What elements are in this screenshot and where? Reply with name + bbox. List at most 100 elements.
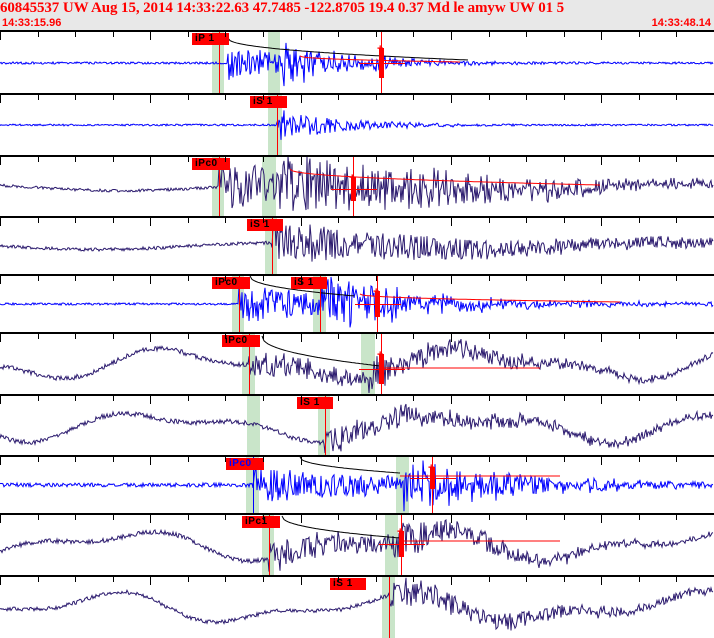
amplitude-plus-marker: + [373, 286, 380, 298]
axis-tick [676, 515, 677, 520]
axis-tick [451, 334, 452, 342]
phase-pick-line[interactable] [389, 575, 390, 638]
phase-pick-tag[interactable]: iPc1 [242, 516, 280, 528]
axis-tick [75, 157, 76, 162]
axis-tick [0, 218, 1, 226]
axis-tick [676, 218, 677, 223]
trace-row[interactable]: +iPc0UW DOSE BHZ -- 8.3km [0, 155, 714, 216]
waveform-trace [0, 515, 714, 572]
axis-tick [451, 32, 452, 40]
phase-pick-tag[interactable]: iS 1 [330, 578, 366, 590]
phase-pick-line[interactable] [325, 394, 326, 455]
axis-tick [75, 32, 76, 37]
axis-tick [75, 396, 76, 401]
window-end-time: 14:33:48.14 [651, 17, 711, 29]
axis-tick [338, 457, 339, 462]
axis-tick [0, 95, 1, 103]
axis-tick [301, 577, 302, 585]
axis-tick [38, 515, 39, 520]
trace-row[interactable]: +iPc0UW GNW BHZ -- 20.8km [0, 332, 714, 394]
axis-tick [0, 32, 1, 40]
phase-pick-line[interactable] [272, 216, 273, 274]
axis-tick [188, 396, 189, 401]
phase-pick-tag[interactable]: iPc0 [222, 335, 260, 347]
axis-tick [639, 157, 640, 162]
trace-row[interactable]: iS 1UW GNW BHE -- 20.8km [0, 394, 714, 455]
axis-tick [451, 457, 452, 465]
trace-row[interactable]: iS 1TA D03D BHN -- 28.9km [0, 575, 714, 638]
trace-row[interactable]: +iP 1PB B013 EHZ -- 7.8km [0, 30, 714, 93]
trace-row[interactable]: +iPc0UW GMW EHZ -- 23.2km [0, 455, 714, 513]
axis-tick [564, 95, 565, 100]
axis-tick [188, 515, 189, 520]
axis-tick [526, 276, 527, 281]
amplitude-plus-marker: + [377, 349, 384, 361]
axis-tick [188, 334, 189, 339]
phase-pick-line[interactable] [219, 30, 220, 93]
axis-tick [0, 334, 1, 342]
phase-pick-line[interactable] [249, 332, 250, 394]
axis-tick [639, 95, 640, 100]
axis-tick [526, 334, 527, 339]
coda-duration-line [359, 293, 620, 303]
phase-pick-line[interactable] [239, 274, 240, 332]
phase-pick-tag[interactable]: iS 1 [247, 219, 283, 231]
phase-pick-line[interactable] [253, 455, 254, 513]
waveform-trace [0, 403, 714, 454]
axis-tick [564, 577, 565, 582]
amplitude-crosshair [331, 189, 377, 190]
axis-tick [113, 218, 114, 223]
axis-tick [601, 396, 602, 404]
axis-tick [75, 334, 76, 339]
coda-envelope [299, 456, 401, 474]
axis-tick [225, 515, 226, 520]
coincidence-band [382, 575, 395, 638]
coda-duration-line [289, 168, 600, 186]
axis-tick [263, 157, 264, 162]
phase-pick-line[interactable] [219, 155, 220, 216]
axis-tick [489, 276, 490, 281]
waveform-trace [0, 110, 714, 140]
phase-pick-tag[interactable]: iPc0 [226, 458, 264, 470]
phase-pick-tag[interactable]: iPc0 [192, 158, 230, 170]
axis-tick [601, 218, 602, 226]
axis-tick [564, 276, 565, 281]
trace-row[interactable]: iS 1PB B013 EH1 -- 7.8km [0, 93, 714, 155]
axis-tick [263, 218, 264, 223]
phase-pick-tag[interactable]: iPc0 [212, 277, 250, 289]
axis-tick [113, 32, 114, 37]
axis-tick [301, 457, 302, 465]
phase-pick-line[interactable] [269, 513, 270, 575]
axis-tick [301, 334, 302, 342]
axis-tick [150, 457, 151, 465]
phase-pick-tag[interactable]: iP 1 [192, 33, 229, 45]
axis-tick [338, 32, 339, 37]
axis-tick [639, 276, 640, 281]
axis-tick [526, 157, 527, 162]
phase-pick-line[interactable] [277, 93, 278, 155]
axis-tick [38, 276, 39, 281]
axis-tick [376, 276, 377, 281]
trace-row[interactable]: +iPc1TA D03D BHZ -- 28.9km [0, 513, 714, 575]
axis-tick [676, 396, 677, 401]
coda-envelope [249, 275, 355, 297]
axis-tick [413, 32, 414, 37]
window-start-time: 14:33:15.96 [2, 17, 62, 29]
phase-pick-line[interactable] [320, 274, 321, 332]
time-axis [0, 93, 714, 95]
axis-tick [263, 577, 264, 582]
time-axis [0, 575, 714, 577]
trace-row[interactable]: iS 1UW DOSE BHE -- 8.3km [0, 216, 714, 274]
axis-tick [225, 334, 226, 339]
axis-tick [376, 95, 377, 100]
axis-tick [75, 218, 76, 223]
phase-pick-tag[interactable]: iS 1 [291, 277, 327, 289]
axis-tick [301, 157, 302, 165]
axis-tick [225, 457, 226, 462]
axis-tick [413, 457, 414, 462]
axis-tick [413, 396, 414, 401]
axis-tick [451, 577, 452, 585]
phase-pick-tag[interactable]: iS 1 [250, 96, 287, 108]
phase-pick-tag[interactable]: iS 1 [297, 397, 333, 409]
